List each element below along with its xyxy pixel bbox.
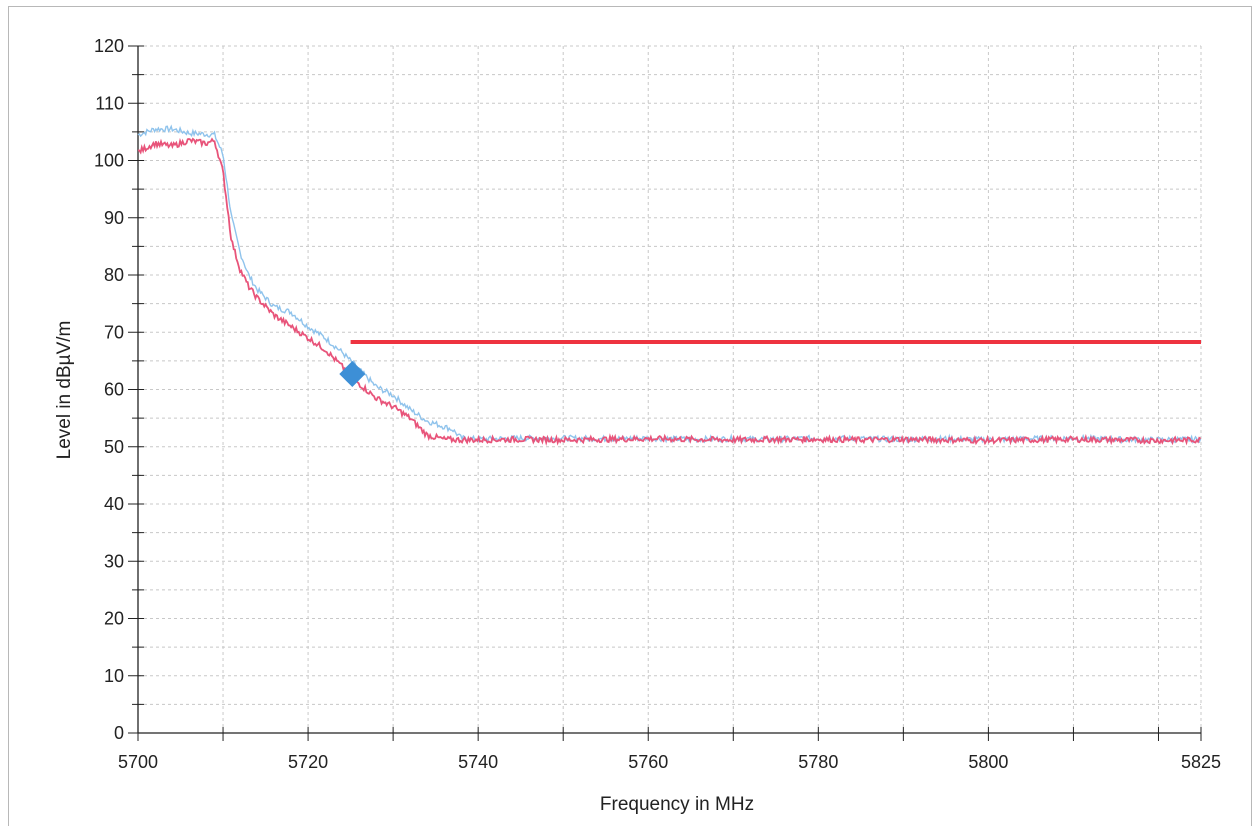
- x-tick-label: 5780: [798, 752, 838, 772]
- y-tick-label: 50: [104, 437, 124, 457]
- x-tick-label: 5720: [288, 752, 328, 772]
- y-tick-label: 60: [104, 380, 124, 400]
- y-axis-title: Level in dBµV/m: [54, 321, 75, 460]
- y-tick-label: 10: [104, 666, 124, 686]
- y-tick-label: 100: [94, 151, 124, 171]
- x-tick-label: 5825: [1181, 752, 1221, 772]
- grid: [138, 45, 1202, 733]
- x-tick-label: 5760: [628, 752, 668, 772]
- axes: [128, 45, 1202, 741]
- x-tick-label: 5740: [458, 752, 498, 772]
- x-tick-label: 5700: [118, 752, 158, 772]
- y-tick-label: 110: [95, 93, 124, 113]
- y-tick-label: 0: [114, 723, 124, 743]
- y-tick-label: 120: [94, 36, 124, 56]
- series-group: [137, 124, 1202, 446]
- y-tick-label: 20: [104, 609, 124, 629]
- x-axis-title: Frequency in MHz: [600, 794, 754, 815]
- tick-labels: 0 10 20 30 40 50 60 70 80 90 100 110 120 5700 5720 5740…: [94, 36, 1221, 772]
- series-line-2: [137, 137, 1202, 446]
- y-tick-label: 40: [104, 494, 124, 514]
- y-tick-label: 90: [104, 208, 124, 228]
- y-tick-label: 80: [104, 265, 124, 285]
- series-line-1: [137, 124, 1202, 445]
- y-tick-label: 30: [104, 551, 124, 571]
- peak-marker: [339, 361, 366, 388]
- x-tick-label: 5800: [968, 752, 1008, 772]
- y-tick-label: 70: [104, 322, 124, 342]
